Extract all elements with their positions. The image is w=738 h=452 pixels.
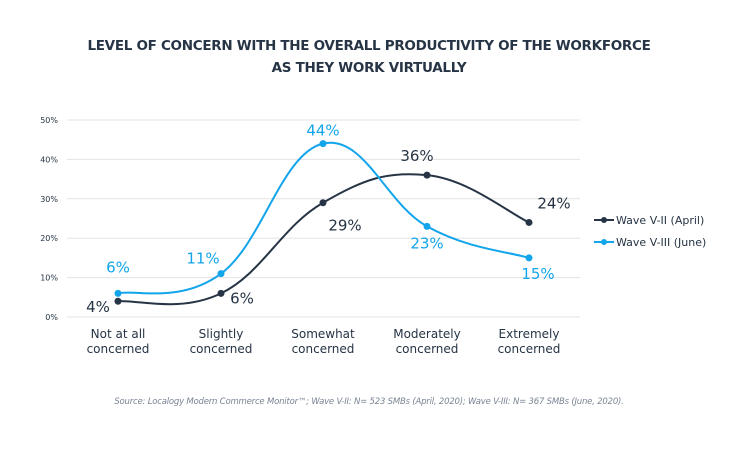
x-category-label: Moderately xyxy=(393,327,461,341)
data-label: 4% xyxy=(86,298,110,316)
data-point xyxy=(525,218,533,226)
x-category-label: concerned xyxy=(292,342,355,356)
x-category-label: concerned xyxy=(396,342,459,356)
data-point xyxy=(319,140,327,148)
chart-title-line-1: LEVEL OF CONCERN WITH THE OVERALL PRODUC… xyxy=(87,38,651,54)
data-label: 23% xyxy=(410,234,443,252)
x-category-label: Extremely xyxy=(499,327,560,341)
data-point xyxy=(423,171,431,179)
x-category-label: Not at all xyxy=(91,327,146,341)
x-category-label: concerned xyxy=(498,342,561,356)
x-category-label: concerned xyxy=(87,342,150,356)
y-tick-label: 10% xyxy=(40,274,58,283)
data-label: 44% xyxy=(306,122,339,140)
y-tick-label: 50% xyxy=(40,116,58,125)
legend-marker-1 xyxy=(601,217,607,223)
data-point xyxy=(114,289,122,297)
source-note: Source: Localogy Modern Commerce Monitor… xyxy=(114,397,624,407)
y-tick-label: 0% xyxy=(45,313,58,322)
data-point xyxy=(217,270,225,278)
data-point xyxy=(319,199,327,207)
data-point xyxy=(217,289,225,297)
legend-label-1: Wave V-II (April) xyxy=(616,214,704,227)
series-line-1 xyxy=(117,173,530,306)
data-label: 15% xyxy=(521,265,554,283)
y-tick-label: 40% xyxy=(40,155,58,164)
data-point xyxy=(525,254,533,262)
data-label: 6% xyxy=(106,258,130,276)
data-label: 36% xyxy=(400,147,433,165)
x-category-label: Slightly xyxy=(199,327,244,341)
chart-title-line-2: AS THEY WORK VIRTUALLY xyxy=(271,60,467,76)
data-label: 24% xyxy=(537,194,570,212)
data-point xyxy=(114,297,122,305)
series-line-2 xyxy=(117,141,530,295)
legend-label-2: Wave V-III (June) xyxy=(616,236,706,249)
data-point xyxy=(423,222,431,230)
legend-marker-2 xyxy=(601,239,607,245)
x-category-label: Somewhat xyxy=(291,327,355,341)
x-category-label: concerned xyxy=(190,342,253,356)
y-tick-label: 30% xyxy=(40,195,58,204)
data-label: 11% xyxy=(186,250,219,268)
data-label: 29% xyxy=(328,217,361,235)
data-label: 6% xyxy=(230,289,254,307)
y-tick-label: 20% xyxy=(40,234,58,243)
